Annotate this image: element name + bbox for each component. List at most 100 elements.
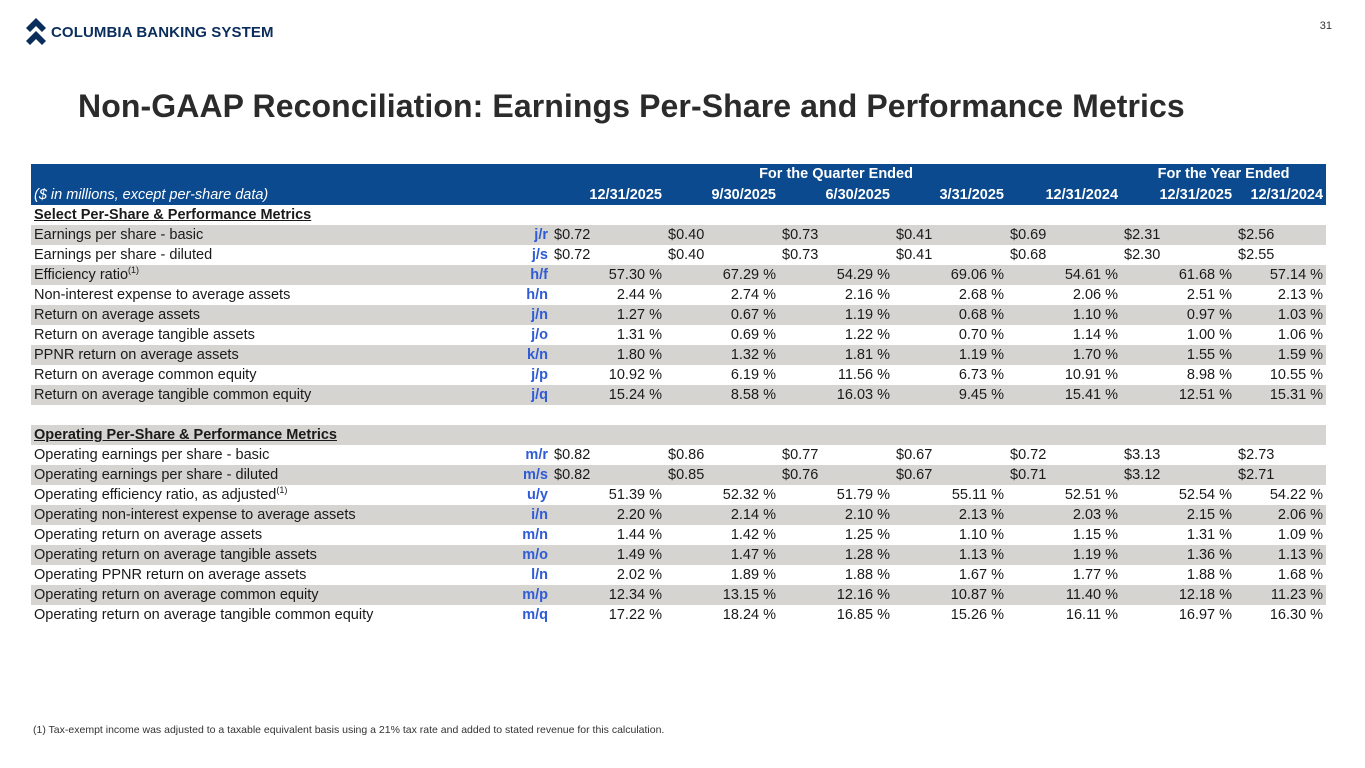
table-row: Operating return on average tangible ass… [31,545,1327,565]
value-cell: 1.06 % [1277,327,1324,343]
value-cell: 1.10 % [1007,305,1122,325]
value-cell: 54.61 % [1007,265,1122,285]
value-cell: 0.67 % [665,305,779,325]
value-cell: 2.13 % [893,505,1007,525]
row-label-text: Return on average tangible common equity [34,387,312,403]
value-cell: $2.55 [1238,247,1275,263]
value-cell: $2.31 [1121,225,1236,245]
row-reference: j/r [493,225,551,245]
value-cell: $0.40 [668,247,705,263]
row-label: Operating non-interest expense to averag… [31,505,493,525]
value-cell: 1.77 % [1072,567,1119,583]
row-label: Operating return on average tangible ass… [31,545,493,565]
row-label: Operating PPNR return on average assets [31,565,493,585]
column-header-row: ($ in millions, except per-share data) 1… [31,184,1327,205]
value-cell: 1.13 % [1235,545,1327,565]
value-cell: 55.11 % [951,487,1004,503]
value-cell: $0.77 [782,447,819,463]
value-cell: $0.72 [554,247,591,263]
value-cell: 51.39 % [608,487,662,503]
value-cell: $0.69 [1007,225,1122,245]
table-body: Select Per-Share & Performance Metrics Ea… [31,205,1327,625]
value-cell: 1.14 % [1072,327,1119,343]
section-title: Select Per-Share & Performance Metrics [34,207,312,223]
value-cell: 16.30 % [1269,607,1324,623]
row-label: Return on average common equity [31,365,493,385]
table-row: Operating non-interest expense to averag… [31,505,1327,525]
row-label: Return on average tangible common equity [31,385,493,405]
value-cell: $0.82 [554,447,591,463]
value-cell: 13.15 % [665,585,779,605]
row-label-text: Earnings per share - basic [34,227,204,243]
value-cell: 1.70 % [1007,345,1122,365]
value-cell: 2.20 % [551,505,665,525]
value-cell: 15.41 % [1007,385,1122,405]
value-cell: 1.36 % [1121,545,1236,565]
row-reference: j/q [493,385,551,405]
value-cell: 17.22 % [608,607,662,623]
value-cell: 2.15 % [1121,505,1236,525]
value-cell: 1.31 % [616,327,662,343]
row-label-text: Operating earnings per share - diluted [34,467,279,483]
row-label-text: Return on average assets [34,307,201,323]
section-title: Operating Per-Share & Performance Metric… [31,425,1327,445]
value-cell: $0.67 [896,447,933,463]
value-cell: 12.18 % [1121,585,1236,605]
row-reference: m/p [493,585,551,605]
section-header-row: Operating Per-Share & Performance Metric… [31,425,1327,445]
row-label-text: Operating return on average tangible com… [34,607,374,623]
value-cell: 10.55 % [1269,367,1324,383]
row-reference: m/s [493,465,551,485]
value-cell: 1.55 % [1121,345,1236,365]
column-header: 3/31/2025 [893,184,1007,205]
value-cell: $0.73 [782,247,819,263]
value-cell: 1.88 % [1186,567,1233,583]
value-cell: 52.54 % [1178,487,1233,503]
value-cell: 12.16 % [779,585,893,605]
value-cell: 1.67 % [958,567,1004,583]
row-reference: k/n [493,345,551,365]
table-row: Operating return on average assets m/n 1.4… [31,525,1326,545]
value-cell: $0.41 [893,225,1007,245]
value-cell: 69.06 % [893,265,1007,285]
row-reference: j/n [493,305,551,325]
row-reference: l/n [531,567,548,583]
value-cell: 0.69 % [730,327,776,343]
value-cell: 2.16 % [844,287,890,303]
value-cell: 57.30 % [551,265,665,285]
value-cell: 54.29 % [779,265,893,285]
value-cell: 2.02 % [616,567,662,583]
value-cell: 10.87 % [893,585,1007,605]
value-cell: 2.51 % [1186,287,1233,303]
value-cell: 51.79 % [836,487,890,503]
row-label-text: PPNR return on average assets [34,347,239,363]
value-cell: 10.92 % [608,367,662,383]
row-reference: m/o [493,545,551,565]
page-number: 31 [1319,20,1332,32]
row-label-text: Return on average tangible assets [34,327,255,343]
column-header: 6/30/2025 [779,184,893,205]
page-title: Non-GAAP Reconciliation: Earnings Per-Sh… [78,88,1185,124]
value-cell: 1.15 % [1072,527,1119,543]
value-cell: 6.73 % [958,367,1004,383]
row-label: Operating return on average tangible com… [31,605,493,625]
value-cell: 57.14 % [1235,265,1327,285]
value-cell: 15.24 % [551,385,665,405]
value-cell: 1.19 % [779,305,893,325]
value-cell: $0.73 [779,225,893,245]
value-cell: 1.03 % [1235,305,1327,325]
value-cell: 1.88 % [844,567,890,583]
table-row: Operating return on average tangible com… [31,605,1326,625]
value-cell: $3.12 [1121,465,1236,485]
value-cell: 1.31 % [1186,527,1233,543]
row-reference: m/n [522,527,548,543]
value-cell: 2.14 % [665,505,779,525]
footnote: (1) Tax-exempt income was adjusted to a … [33,724,665,736]
value-cell: $0.72 [551,225,665,245]
spacer-row [31,405,1326,425]
row-label: PPNR return on average assets [31,345,493,365]
column-header: 12/31/2025 [551,184,665,205]
value-cell: 2.06 % [1072,287,1119,303]
section-header-row: Select Per-Share & Performance Metrics [31,205,1326,225]
value-cell: 1.80 % [551,345,665,365]
